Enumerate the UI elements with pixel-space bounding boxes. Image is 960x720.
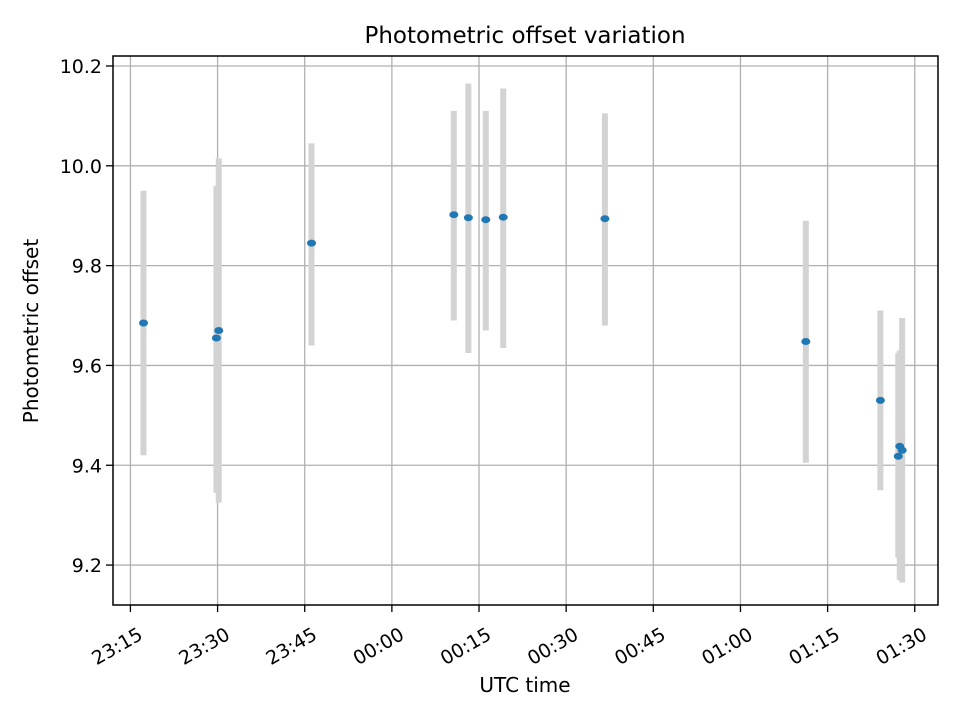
plot-frame <box>112 55 939 606</box>
x-tick-label: 23:45 <box>262 623 320 669</box>
data-point <box>600 215 610 223</box>
y-tick-label: 10.2 <box>60 56 102 78</box>
y-axis-ticks: 9.2 9.4 9.6 9.8 10.0 10.2 <box>60 56 113 577</box>
y-tick-label: 9.4 <box>72 455 102 477</box>
data-point <box>481 216 491 224</box>
x-axis-label: UTC time <box>479 673 570 697</box>
y-tick-label: 10.0 <box>60 156 102 178</box>
grid-lines <box>113 56 938 605</box>
data-point <box>897 446 907 454</box>
error-bars <box>140 83 906 583</box>
data-point <box>893 452 903 460</box>
x-tick-label: 01:00 <box>698 623 756 669</box>
y-tick-label: 9.6 <box>72 355 102 377</box>
data-point <box>463 214 473 222</box>
data-point <box>449 211 459 219</box>
y-tick-label: 9.2 <box>72 555 102 577</box>
data-point <box>211 334 221 342</box>
x-tick-label: 01:15 <box>785 623 843 669</box>
x-tick-label: 00:15 <box>437 623 495 669</box>
data-point <box>214 327 224 334</box>
x-tick-label: 00:45 <box>611 623 669 669</box>
data-point <box>139 319 149 327</box>
y-tick-label: 9.8 <box>72 256 102 278</box>
x-axis-ticks: 23:15 23:30 23:45 00:00 00:15 00:30 00:45 01:00… <box>88 605 931 670</box>
x-tick-label: 01:30 <box>872 623 930 669</box>
data-points <box>139 211 907 460</box>
data-point <box>498 213 508 221</box>
x-tick-label: 00:00 <box>350 623 408 669</box>
x-tick-label: 00:30 <box>524 623 582 669</box>
data-point <box>307 239 317 247</box>
data-point <box>801 337 811 345</box>
y-axis-label: Photometric offset <box>19 239 43 424</box>
data-point <box>875 396 885 404</box>
x-tick-label: 23:15 <box>88 623 146 669</box>
x-tick-label: 23:30 <box>175 623 233 669</box>
chart-title: Photometric offset variation <box>364 23 685 49</box>
